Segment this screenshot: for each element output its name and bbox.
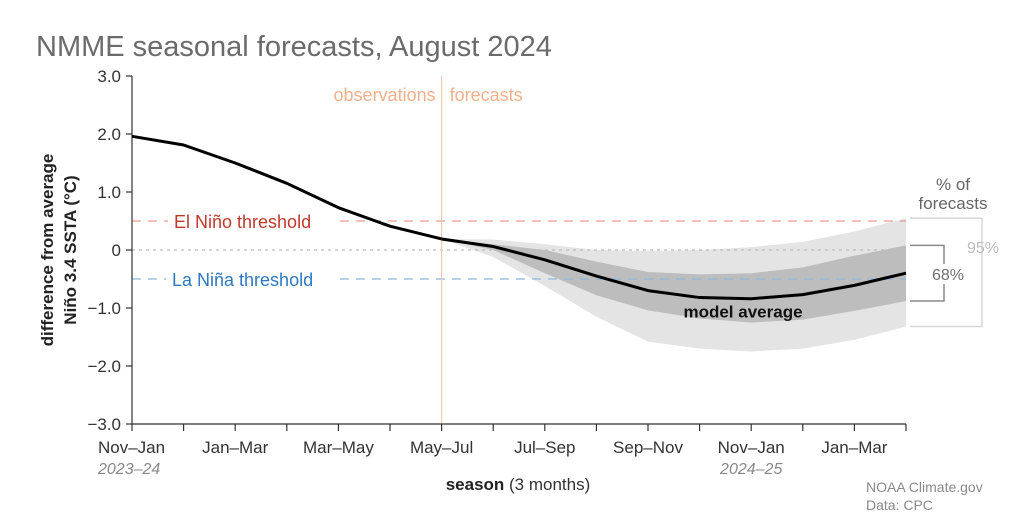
el-nino-threshold-label: El Niño threshold [174,212,311,232]
x-tick-label: May–Jul [410,438,473,457]
axes: 3.0 2.0 1.0 0 −1.0 −2.0 −3.0 Nov–Jan Jan–Mar Mar–… [38,67,907,494]
legend-title-line2: forecasts [919,194,988,213]
x-tick-label: Sep–Nov [613,438,683,457]
x-tick-label: Nov–Jan [98,438,165,457]
forecast-bands [441,218,906,352]
model-average-label: model average [683,302,802,321]
x-tick-label: Mar–May [303,438,374,457]
x-year-label: 2024–25 [719,461,782,478]
y-tick-label: 3.0 [97,67,121,86]
y-tick-label: 1.0 [97,183,121,202]
credit-data: Data: CPC [866,497,933,513]
la-nina-label-bg [166,267,338,291]
legend-bracket-95 [910,217,983,328]
y-tick-label: 0 [112,241,121,260]
x-tick-label: Nov–Jan [718,438,785,457]
x-axis-unit: (3 months) [504,475,590,494]
chart-title: NMME seasonal forecasts, August 2024 [36,31,552,63]
x-tick-label: Jul–Sep [514,438,575,457]
x-year-label: 2023–24 [97,461,160,478]
legend-68-label: 68% [932,267,964,284]
legend-95-label: 95% [967,240,999,257]
y-tick-label: −2.0 [87,357,121,376]
x-axis-label: season [446,475,505,494]
x-tick-label: Jan–Mar [821,438,887,457]
y-tick-label: −1.0 [87,299,121,318]
y-axis-label-line1: difference from average [38,154,57,347]
y-tick-label: 2.0 [97,125,121,144]
model-average-line [441,237,907,301]
observations-label: observations [334,85,436,105]
y-axis-label-line2: Niño 3.4 SSTA (°C) [61,175,80,324]
la-nina-threshold-label: La Niña threshold [172,270,313,290]
forecasts-label: forecasts [450,85,523,105]
observed-line [131,134,442,241]
data-lines [131,134,907,301]
x-tick-label: Jan–Mar [202,438,268,457]
y-tick-label: −3.0 [87,415,121,434]
legend-68-bg [928,264,968,284]
legend-title-line1: % of [936,175,970,194]
x-axis-title: season (3 months) [446,475,591,494]
el-nino-label-bg [168,209,338,233]
chart-labels: observations forecasts El Niño threshold La… [166,85,999,328]
credit-source: NOAA Climate.gov [866,479,983,495]
band-68-percent [441,238,906,323]
